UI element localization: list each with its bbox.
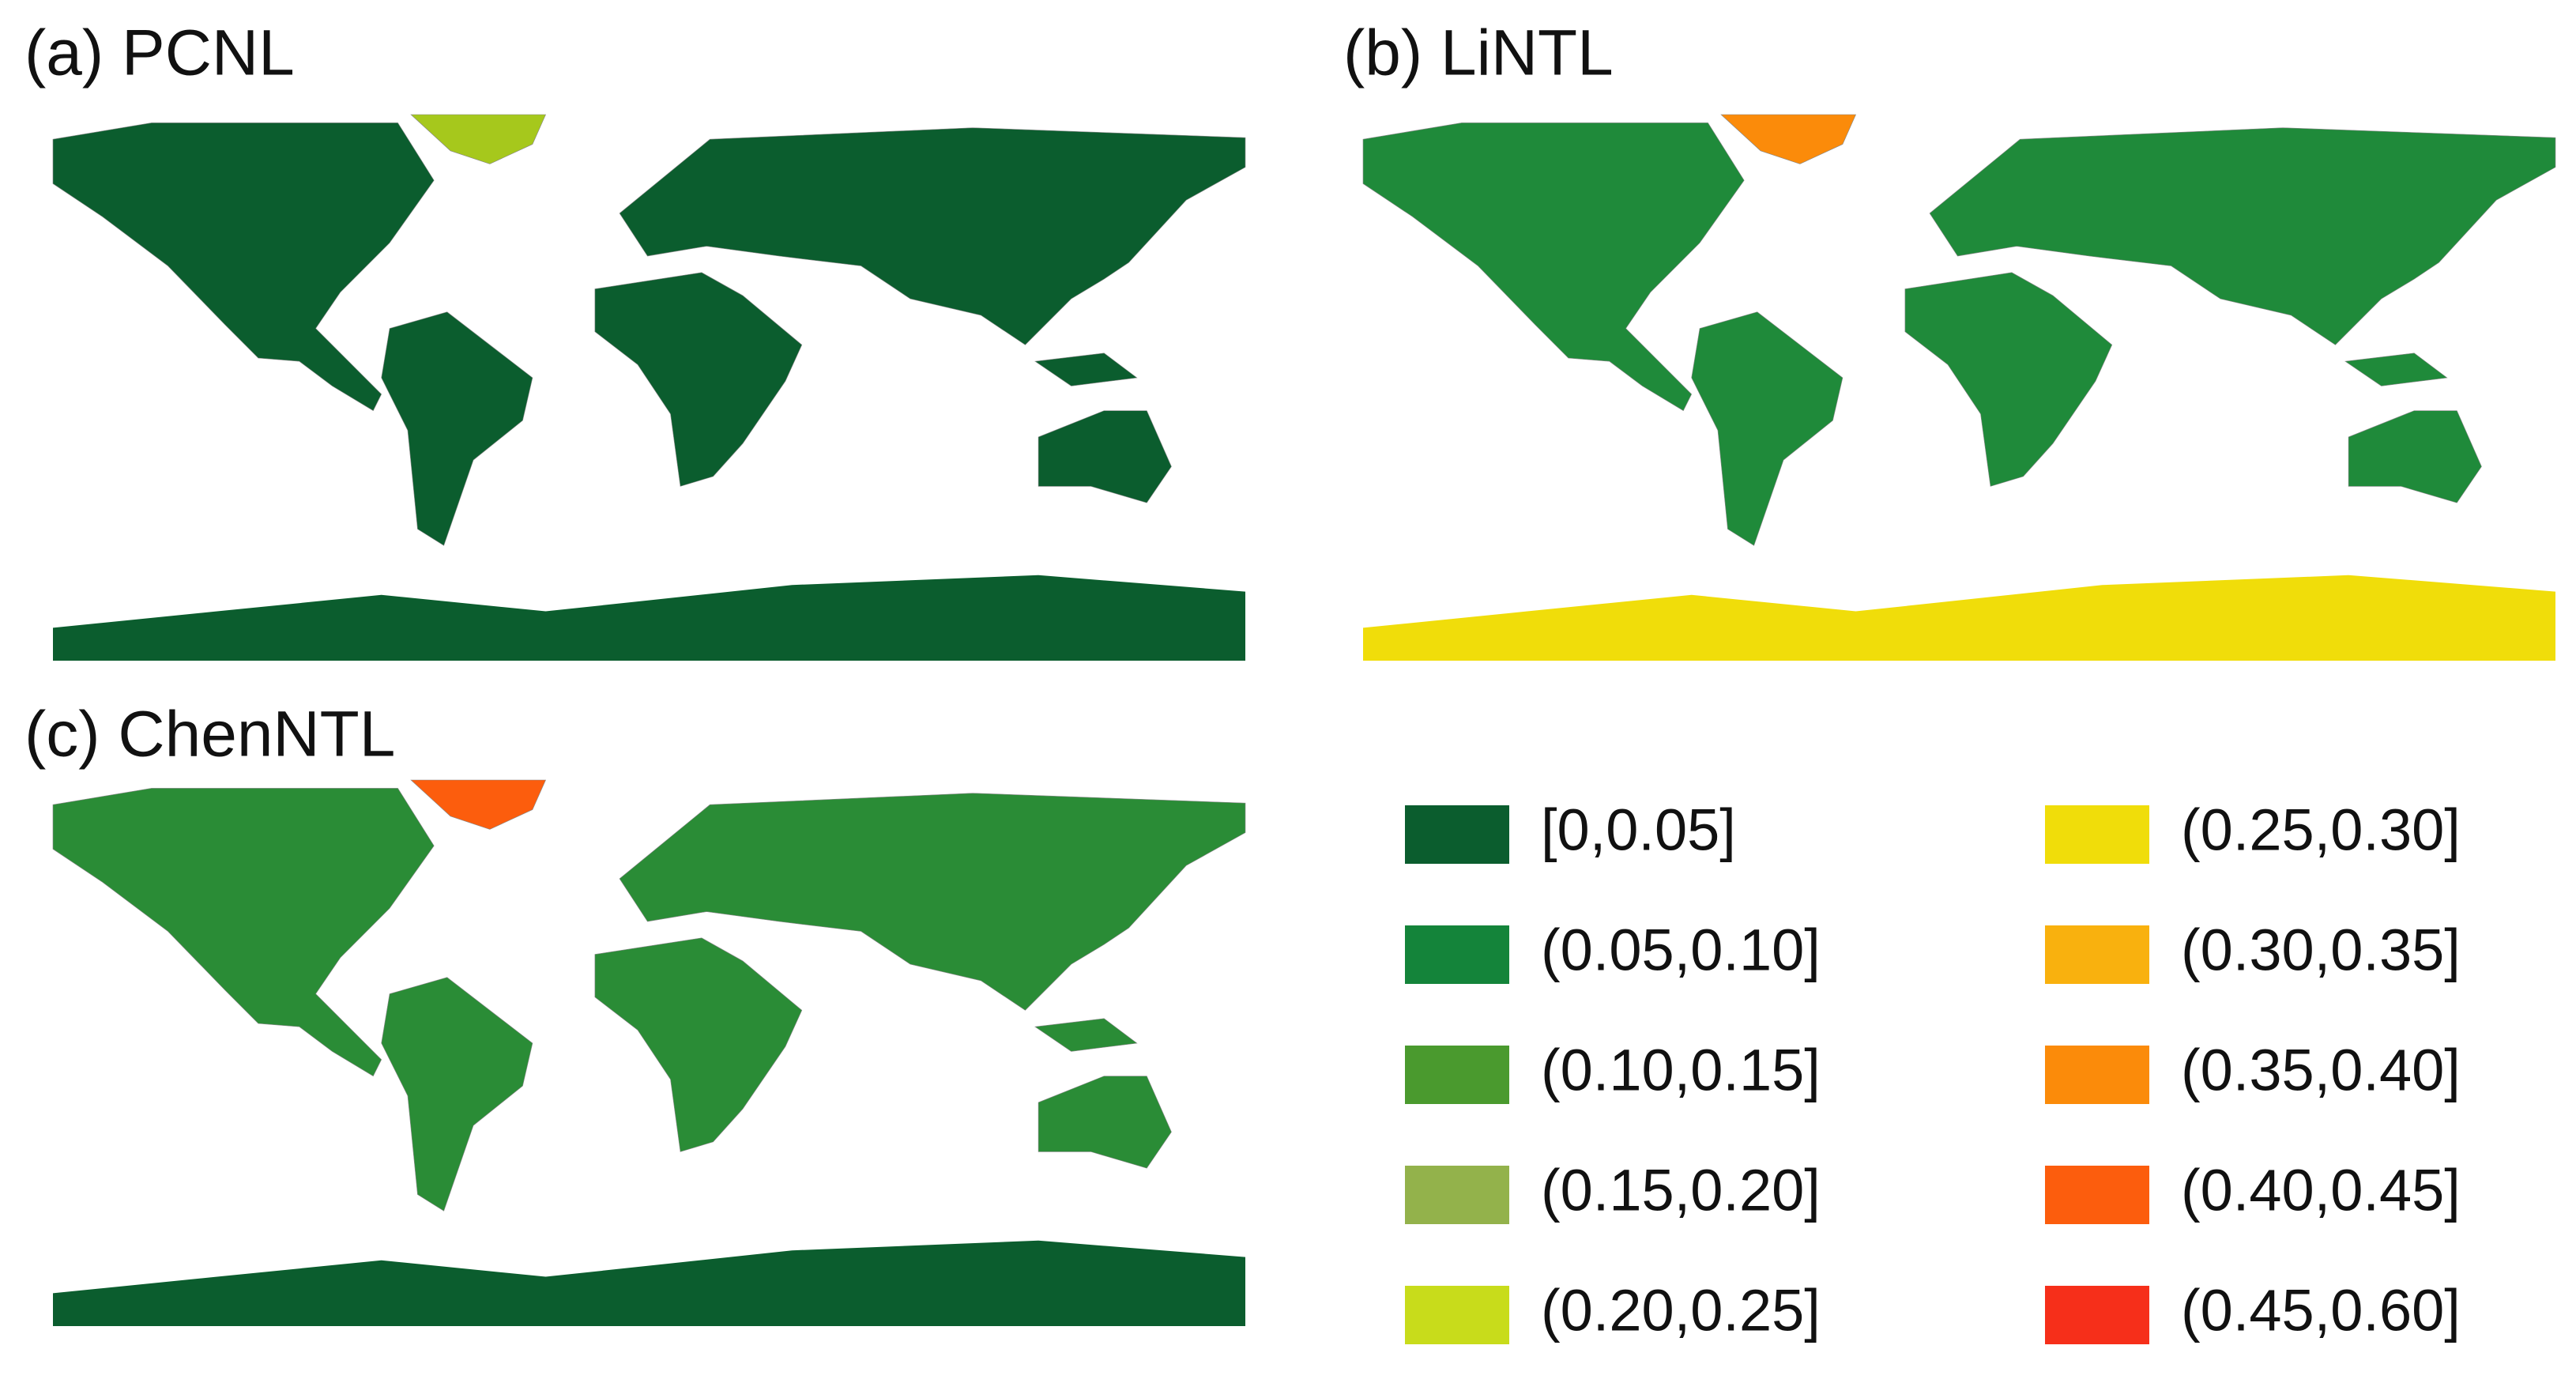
legend-swatch xyxy=(2045,1166,2149,1224)
antarctica xyxy=(1363,575,2555,661)
world-map xyxy=(1361,113,2557,661)
world-map xyxy=(51,778,1247,1326)
legend-swatch xyxy=(2045,925,2149,984)
antarctica xyxy=(53,1240,1245,1326)
antarctica xyxy=(53,575,1245,661)
legend-label: (0.45,0.60] xyxy=(2181,1278,2461,1343)
panel-title: (c) ChenNTL xyxy=(24,699,395,771)
land xyxy=(51,122,1247,547)
legend-label: (0.35,0.40] xyxy=(2181,1038,2461,1103)
greenland xyxy=(1720,113,1857,165)
legend-label: (0.05,0.10] xyxy=(1541,918,1821,983)
legend-swatch xyxy=(1405,925,1509,984)
greenland xyxy=(410,113,547,165)
greenland xyxy=(410,778,547,831)
legend-swatch xyxy=(1405,805,1509,864)
legend-label: (0.20,0.25] xyxy=(1541,1278,1821,1343)
panel-title: (a) PCNL xyxy=(24,17,295,89)
world-map xyxy=(51,113,1247,661)
legend-swatch xyxy=(1405,1046,1509,1104)
land xyxy=(51,787,1247,1212)
panel-title: (b) LiNTL xyxy=(1343,17,1614,89)
legend-swatch xyxy=(2045,805,2149,864)
legend-swatch xyxy=(1405,1166,1509,1224)
legend-swatch xyxy=(1405,1286,1509,1344)
land xyxy=(1361,122,2557,547)
legend-label: (0.25,0.30] xyxy=(2181,797,2461,863)
legend-label: (0.10,0.15] xyxy=(1541,1038,1821,1103)
legend-label: (0.40,0.45] xyxy=(2181,1158,2461,1223)
legend-label: (0.15,0.20] xyxy=(1541,1158,1821,1223)
legend-swatch xyxy=(2045,1046,2149,1104)
legend-swatch xyxy=(2045,1286,2149,1344)
map-panels: (a) PCNL (b) LiNTL (c) ChenNTL xyxy=(24,17,2557,1326)
legend-label: [0,0.05] xyxy=(1541,797,1736,863)
legend: [0,0.05] (0.05,0.10] (0.10,0.15] (0.15,0.20… xyxy=(1405,797,2461,1344)
legend-label: (0.30,0.35] xyxy=(2181,918,2461,983)
